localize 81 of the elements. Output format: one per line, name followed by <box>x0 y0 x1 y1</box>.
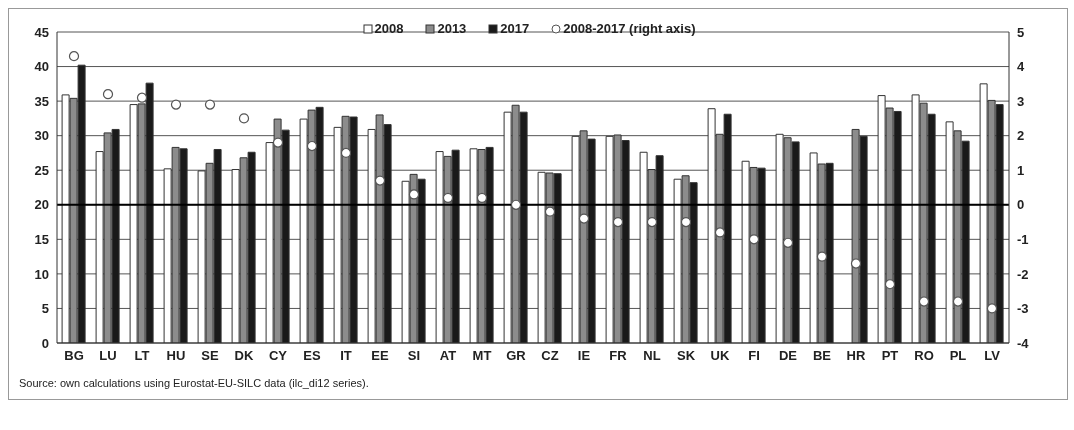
point <box>680 216 692 228</box>
point <box>238 113 250 124</box>
x-tick-label: MT <box>472 348 492 364</box>
y-tick-label: 40 <box>34 59 49 75</box>
point <box>714 227 726 238</box>
x-tick-label: SE <box>201 348 219 364</box>
point <box>476 192 488 203</box>
point <box>816 251 828 262</box>
point <box>68 51 80 62</box>
point <box>612 216 624 228</box>
y-tick-label: 10 <box>34 266 49 282</box>
x-tick-label: CY <box>268 348 288 364</box>
point <box>510 199 522 210</box>
y-tick-label: 15 <box>34 231 49 247</box>
x-tick-label: LV <box>984 348 1001 364</box>
point <box>884 279 896 290</box>
x-tick-label: ES <box>303 348 321 364</box>
x-tick-label: UK <box>710 348 730 364</box>
x-tick-label: BE <box>812 348 832 364</box>
point <box>578 213 590 224</box>
y2-tick-label: 1 <box>1017 162 1025 178</box>
x-tick-label: HU <box>166 348 186 364</box>
x-tick-label: FI <box>748 348 760 364</box>
point <box>204 99 216 110</box>
source-note: Source: own calculations using Eurostat-EU-SILC data (ilc_di12 series). <box>19 377 370 389</box>
point <box>442 192 454 203</box>
x-tick-label: GR <box>506 348 527 364</box>
point <box>374 175 386 186</box>
point <box>646 216 658 228</box>
legend-label: 2008 <box>373 21 404 36</box>
point <box>850 258 862 269</box>
x-tick-label: BG <box>64 348 84 364</box>
legend-label: 2008-2017 (right axis) <box>562 21 696 36</box>
point <box>782 237 794 248</box>
x-tick-label: PT <box>881 348 899 364</box>
y2-tick-label: 3 <box>1017 93 1025 109</box>
y2-tick-label: -3 <box>1017 301 1029 317</box>
legend-label: 2013 <box>436 21 467 36</box>
x-tick-label: NL <box>643 348 661 364</box>
point <box>748 234 760 245</box>
x-tick-label: LT <box>134 348 150 364</box>
y-tick-label: 5 <box>41 301 49 317</box>
x-tick-label: AT <box>439 348 457 364</box>
y-tick-label: 25 <box>34 162 49 178</box>
y2-tick-label: 4 <box>1017 59 1025 75</box>
y2-tick-label: 0 <box>1017 197 1025 213</box>
point <box>952 296 964 307</box>
point <box>408 189 420 200</box>
point <box>544 206 556 217</box>
x-tick-label: EE <box>371 348 389 364</box>
y2-tick-label: 5 <box>1017 24 1025 40</box>
y2-tick-label: -4 <box>1017 335 1030 351</box>
point <box>986 303 998 314</box>
point <box>340 147 352 159</box>
y2-tick-label: 2 <box>1017 128 1025 144</box>
x-tick-label: DK <box>234 348 254 364</box>
y2-tick-label: -2 <box>1017 266 1029 282</box>
x-tick-label: HR <box>846 348 866 364</box>
point <box>102 89 114 100</box>
x-tick-label: DE <box>778 348 798 364</box>
x-tick-label: PL <box>949 348 967 364</box>
y-tick-label: 30 <box>34 128 49 144</box>
x-tick-label: CZ <box>541 348 559 364</box>
x-tick-label: IE <box>577 348 591 364</box>
x-tick-label: SK <box>676 348 696 364</box>
point <box>170 99 182 110</box>
legend-label: 2017 <box>499 21 530 36</box>
y-tick-label: 35 <box>34 93 49 109</box>
x-tick-label: IT <box>340 348 352 364</box>
point <box>272 137 284 148</box>
point <box>918 296 930 307</box>
point <box>306 140 318 152</box>
y-tick-label: 0 <box>41 335 49 351</box>
x-tick-label: LU <box>99 348 117 364</box>
y-tick-label: 45 <box>34 24 49 40</box>
point <box>136 92 148 103</box>
y2-tick-label: -1 <box>1017 231 1029 247</box>
x-tick-label: RO <box>914 348 934 364</box>
x-tick-label: FR <box>609 348 628 364</box>
x-tick-label: SI <box>407 348 421 364</box>
y-tick-label: 20 <box>34 197 49 213</box>
